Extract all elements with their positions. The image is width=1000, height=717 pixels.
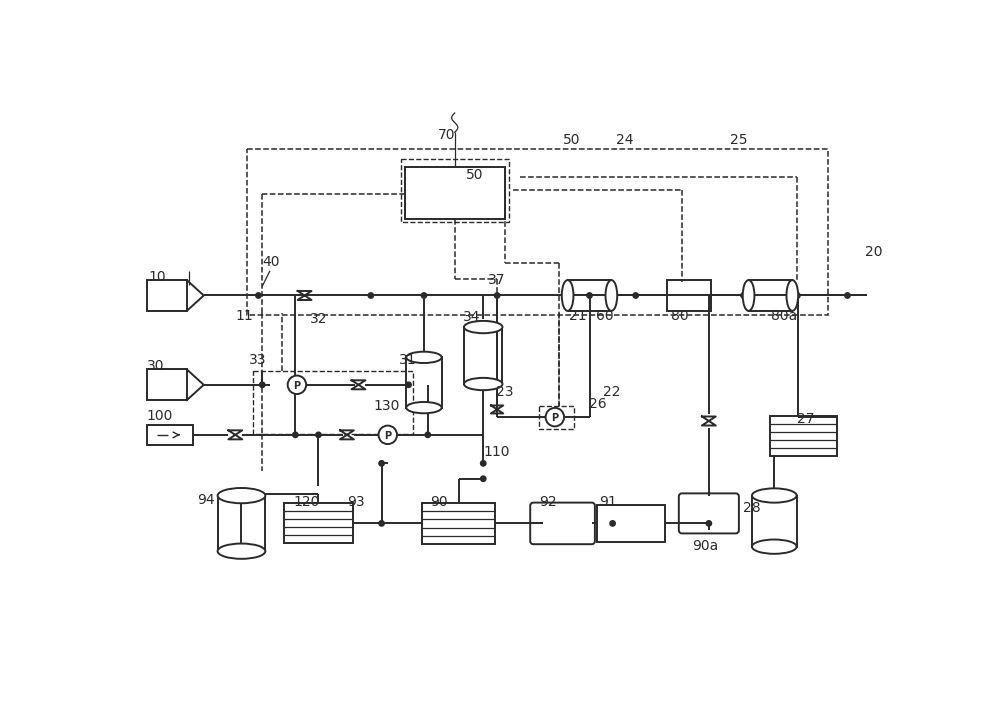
Bar bbox=[147, 280, 187, 311]
Ellipse shape bbox=[752, 488, 797, 503]
Ellipse shape bbox=[743, 280, 754, 311]
Text: 60: 60 bbox=[596, 308, 613, 323]
Circle shape bbox=[293, 432, 298, 437]
Text: 10: 10 bbox=[148, 270, 166, 284]
Text: 21: 21 bbox=[569, 308, 587, 323]
Circle shape bbox=[379, 521, 384, 526]
Circle shape bbox=[706, 521, 712, 526]
Text: 25: 25 bbox=[730, 133, 747, 147]
Ellipse shape bbox=[562, 280, 573, 311]
Text: 70: 70 bbox=[438, 128, 455, 141]
Text: 20: 20 bbox=[865, 244, 883, 259]
Text: 27: 27 bbox=[797, 412, 815, 426]
Text: 90a: 90a bbox=[692, 539, 718, 554]
Bar bbox=[247, 149, 828, 315]
Text: 23: 23 bbox=[496, 386, 514, 399]
Circle shape bbox=[610, 521, 615, 526]
Bar bbox=[406, 357, 442, 408]
Text: 92: 92 bbox=[539, 495, 557, 509]
Circle shape bbox=[679, 293, 685, 298]
Text: 130: 130 bbox=[374, 399, 400, 412]
Circle shape bbox=[494, 293, 500, 298]
Text: 91: 91 bbox=[600, 495, 617, 509]
Bar bbox=[405, 167, 505, 219]
Bar bbox=[597, 505, 665, 542]
Bar bbox=[752, 495, 797, 546]
Text: 80a: 80a bbox=[771, 308, 797, 323]
Text: 31: 31 bbox=[399, 353, 417, 367]
FancyBboxPatch shape bbox=[679, 493, 739, 533]
Text: 94: 94 bbox=[197, 493, 214, 508]
Bar bbox=[539, 407, 574, 429]
Circle shape bbox=[406, 382, 411, 387]
Text: 28: 28 bbox=[744, 501, 761, 515]
Bar bbox=[253, 371, 413, 434]
Text: 34: 34 bbox=[462, 310, 480, 324]
Bar bbox=[770, 417, 837, 457]
Text: 37: 37 bbox=[488, 273, 505, 287]
Ellipse shape bbox=[218, 543, 265, 559]
Bar bbox=[147, 369, 187, 400]
Circle shape bbox=[316, 432, 321, 437]
FancyBboxPatch shape bbox=[530, 503, 595, 544]
Text: 11: 11 bbox=[235, 308, 253, 323]
Circle shape bbox=[288, 376, 306, 394]
Ellipse shape bbox=[218, 488, 265, 503]
Text: 110: 110 bbox=[483, 445, 510, 459]
Circle shape bbox=[421, 293, 427, 298]
Text: P: P bbox=[293, 381, 300, 391]
Circle shape bbox=[379, 426, 397, 444]
Bar bbox=[464, 327, 502, 384]
Text: 40: 40 bbox=[262, 255, 280, 269]
Ellipse shape bbox=[786, 280, 798, 311]
Text: 24: 24 bbox=[616, 133, 634, 147]
Circle shape bbox=[541, 521, 546, 526]
Text: 22: 22 bbox=[603, 386, 621, 399]
Ellipse shape bbox=[406, 352, 442, 363]
Circle shape bbox=[587, 293, 592, 298]
Text: 93: 93 bbox=[347, 495, 365, 509]
Circle shape bbox=[425, 432, 430, 437]
Ellipse shape bbox=[406, 402, 442, 413]
Circle shape bbox=[260, 382, 265, 387]
Bar bbox=[147, 425, 193, 445]
Circle shape bbox=[368, 293, 374, 298]
Bar bbox=[422, 503, 495, 544]
Text: 32: 32 bbox=[310, 313, 327, 326]
Text: 50: 50 bbox=[466, 168, 484, 181]
Ellipse shape bbox=[752, 539, 797, 554]
Circle shape bbox=[481, 460, 486, 466]
Text: P: P bbox=[551, 413, 558, 423]
Text: 100: 100 bbox=[147, 409, 173, 422]
Text: 50: 50 bbox=[563, 133, 581, 147]
Ellipse shape bbox=[606, 280, 617, 311]
Bar bbox=[218, 495, 265, 551]
Circle shape bbox=[795, 293, 800, 298]
Circle shape bbox=[546, 408, 564, 427]
Text: 33: 33 bbox=[249, 353, 267, 367]
Text: 90: 90 bbox=[430, 495, 448, 509]
Circle shape bbox=[741, 293, 746, 298]
Circle shape bbox=[481, 476, 486, 481]
Ellipse shape bbox=[464, 378, 502, 390]
Text: 30: 30 bbox=[147, 358, 164, 373]
Circle shape bbox=[379, 460, 384, 466]
Bar bbox=[401, 159, 509, 222]
Text: 26: 26 bbox=[590, 397, 607, 411]
Text: 80: 80 bbox=[671, 308, 689, 323]
Ellipse shape bbox=[464, 321, 502, 333]
Circle shape bbox=[845, 293, 850, 298]
Circle shape bbox=[568, 293, 573, 298]
Circle shape bbox=[633, 293, 638, 298]
Bar bbox=[568, 280, 611, 311]
Circle shape bbox=[256, 293, 261, 298]
Bar bbox=[666, 280, 711, 311]
Bar bbox=[284, 503, 353, 543]
Text: P: P bbox=[384, 431, 391, 441]
Bar bbox=[749, 280, 792, 311]
Text: 120: 120 bbox=[293, 495, 319, 509]
